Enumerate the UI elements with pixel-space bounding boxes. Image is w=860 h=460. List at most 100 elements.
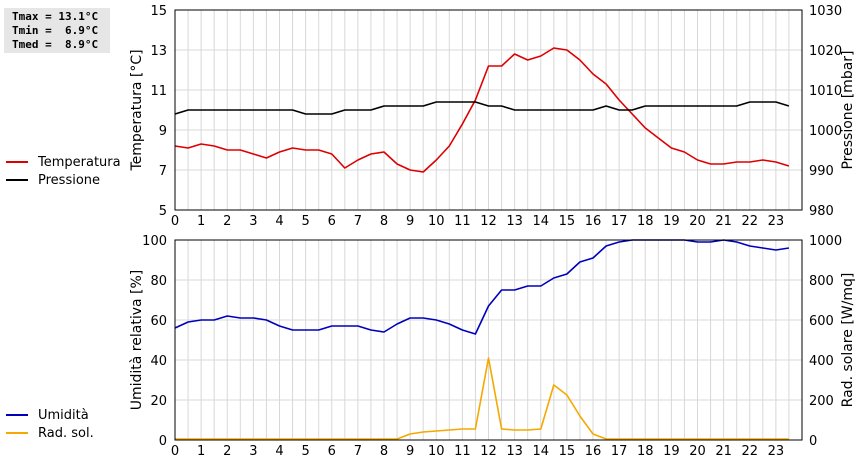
hum-y2tick-label: 1000 (809, 234, 842, 249)
hum-series-rad-sol (175, 357, 789, 440)
temp-xtick-label: 6 (328, 214, 336, 229)
temp-xtick-label: 5 (301, 214, 309, 229)
hum-xtick-label: 16 (585, 444, 602, 459)
temp-xtick-label: 22 (741, 214, 758, 229)
temp-xtick-label: 14 (532, 214, 549, 229)
hum-xtick-label: 18 (637, 444, 654, 459)
temp-series-temperatura (174, 47, 790, 173)
temp-xtick-label: 9 (406, 214, 414, 229)
temp-series-pressione (174, 101, 790, 115)
hum-y2tick-label: 200 (809, 394, 834, 409)
hum-ylabel: Umidità relativa [%] (129, 270, 145, 411)
hum-y2tick-label: 600 (809, 314, 834, 329)
hum-xtick-label: 14 (532, 444, 549, 459)
hum-xtick-label: 10 (428, 444, 445, 459)
temp-ytick-label: 15 (150, 4, 167, 19)
temp-y2tick-label: 1010 (809, 84, 842, 99)
hum-xtick-label: 12 (480, 444, 497, 459)
hum-ytick-label: 40 (150, 354, 167, 369)
hum-ytick-label: 80 (150, 274, 167, 289)
hum-xtick-label: 13 (506, 444, 523, 459)
hum-xtick-label: 5 (301, 444, 309, 459)
hum-y2tick-label: 800 (809, 274, 834, 289)
legend-swatch-umidita (6, 414, 28, 416)
legend-top: Temperatura Pressione (6, 153, 121, 189)
hum-xtick-label: 1 (197, 444, 205, 459)
hum-ytick-label: 60 (150, 314, 167, 329)
stat-tmax: Tmax = 13.1°C (12, 10, 99, 23)
hum-xtick-label: 8 (380, 444, 388, 459)
legend-swatch-radsol (6, 432, 28, 434)
legend-label-umidita: Umidità (38, 407, 89, 423)
legend-swatch-temperatura (6, 161, 28, 163)
temp-xtick-label: 11 (454, 214, 471, 229)
hum-xtick-label: 21 (715, 444, 732, 459)
hum-xtick-label: 11 (454, 444, 471, 459)
temp-ytick-label: 5 (159, 204, 167, 219)
legend-label-radsol: Rad. sol. (38, 425, 94, 441)
legend-item-pressione: Pressione (6, 171, 121, 189)
hum-plot-frame (174, 239, 803, 441)
temp-xtick-label: 7 (354, 214, 362, 229)
hum-xtick-label: 15 (559, 444, 576, 459)
temp-ytick-label: 9 (159, 124, 167, 139)
legend-item-radsol: Rad. sol. (6, 424, 94, 442)
temp-y2tick-label: 1020 (809, 44, 842, 59)
temp-ytick-label: 11 (150, 84, 167, 99)
temp-xtick-label: 16 (585, 214, 602, 229)
temp-xtick-label: 19 (663, 214, 680, 229)
temp-xtick-label: 8 (380, 214, 388, 229)
hum-xtick-label: 19 (663, 444, 680, 459)
temp-y2tick-label: 1000 (809, 124, 842, 139)
hum-xtick-label: 17 (611, 444, 628, 459)
hum-xtick-label: 20 (689, 444, 706, 459)
temp-xtick-label: 18 (637, 214, 654, 229)
temp-xtick-label: 1 (197, 214, 205, 229)
temp-y2tick-label: 990 (809, 164, 834, 179)
hum-xtick-label: 4 (275, 444, 283, 459)
temp-xtick-label: 17 (611, 214, 628, 229)
temp-ytick-label: 13 (150, 44, 167, 59)
temp-xtick-label: 0 (171, 214, 179, 229)
hum-xtick-label: 2 (223, 444, 231, 459)
temp-xtick-label: 4 (275, 214, 283, 229)
hum-xtick-label: 9 (406, 444, 414, 459)
temp-xtick-label: 12 (480, 214, 497, 229)
temp-xtick-label: 2 (223, 214, 231, 229)
legend-item-umidita: Umidità (6, 406, 94, 424)
temp-ytick-label: 7 (159, 164, 167, 179)
hum-xtick-label: 23 (768, 444, 785, 459)
hum-xtick-label: 7 (354, 444, 362, 459)
stat-tmed: Tmed = 8.9°C (12, 38, 99, 51)
hum-xtick-label: 22 (741, 444, 758, 459)
temp-xtick-label: 13 (506, 214, 523, 229)
hum-y2tick-label: 400 (809, 354, 834, 369)
hum-xtick-label: 0 (171, 444, 179, 459)
temp-y2tick-label: 980 (809, 204, 834, 219)
legend-label-pressione: Pressione (38, 172, 101, 188)
hum-xtick-label: 3 (249, 444, 257, 459)
temp-y2tick-label: 1030 (809, 4, 842, 19)
temp-xtick-label: 3 (249, 214, 257, 229)
legend-bottom: Umidità Rad. sol. (6, 406, 94, 442)
temp-xtick-label: 10 (428, 214, 445, 229)
legend-label-temperatura: Temperatura (38, 154, 121, 170)
hum-y2label: Rad. solare [W/mq] (840, 273, 856, 408)
hum-y2tick-label: 0 (809, 434, 817, 449)
temp-xtick-label: 21 (715, 214, 732, 229)
legend-swatch-pressione (6, 179, 28, 181)
hum-xtick-label: 6 (328, 444, 336, 459)
hum-ytick-label: 20 (150, 394, 167, 409)
temp-xtick-label: 20 (689, 214, 706, 229)
stats-box: Tmax = 13.1°C Tmin = 6.9°C Tmed = 8.9°C (4, 8, 110, 53)
hum-ytick-label: 0 (159, 434, 167, 449)
temp-y2label: Pressione [mbar] (840, 50, 856, 169)
temp-xtick-label: 23 (768, 214, 785, 229)
temp-ylabel: Temperatura [°C] (129, 49, 145, 171)
hum-ytick-label: 100 (142, 234, 167, 249)
temp-plot-frame (174, 9, 803, 211)
stat-tmin: Tmin = 6.9°C (12, 24, 99, 37)
temp-xtick-label: 15 (559, 214, 576, 229)
legend-item-temperatura: Temperatura (6, 153, 121, 171)
